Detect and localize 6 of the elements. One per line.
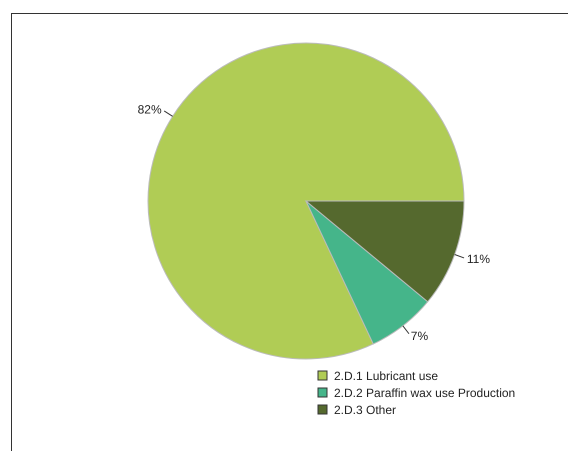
legend-label: 2.D.2 Paraffin wax use Production	[334, 386, 516, 400]
data-label: 7%	[410, 329, 428, 344]
data-label: 82%	[138, 102, 162, 116]
data-label: 11%	[466, 252, 490, 266]
legend-label: 2.D.3 Other	[334, 403, 396, 417]
legend-label: 2.D.1 Lubricant use	[334, 369, 438, 383]
